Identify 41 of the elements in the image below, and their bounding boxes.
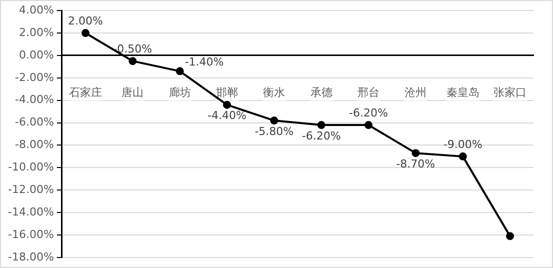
y-tick-label: 0.00%: [18, 48, 54, 62]
data-label: -6.20%: [302, 129, 341, 142]
point: [458, 152, 467, 160]
y-tick-label: -18.00%: [8, 250, 54, 264]
data-label: -4.40%: [208, 109, 246, 122]
y-tick-label: -4.00%: [14, 93, 54, 106]
data-label: -5.80%: [254, 124, 294, 138]
data-label: -6.20%: [349, 106, 388, 120]
x-tick-label: 衡水: [263, 86, 286, 99]
data-label: -8.70%: [396, 157, 436, 170]
x-tick-label: 秦皇岛: [446, 86, 480, 99]
y-tick-label: -14.00%: [8, 205, 54, 218]
y-tick-label: 4.00%: [18, 3, 54, 16]
point: [364, 121, 372, 130]
point: [128, 57, 137, 66]
point: [270, 116, 278, 125]
point: [81, 29, 90, 38]
x-tick-label: 邯郸: [216, 86, 238, 99]
y-tick-label: -2.00%: [14, 70, 54, 84]
y-tick-label: -10.00%: [8, 160, 54, 174]
x-tick-label: 唐山: [122, 86, 144, 99]
data-label: -9.00%: [443, 138, 482, 151]
x-tick-label: 张家口: [494, 86, 526, 99]
point: [222, 100, 231, 109]
y-tick-label: -12.00%: [8, 182, 54, 196]
data-label: -0.50%: [113, 42, 152, 56]
point: [412, 149, 420, 158]
point: [176, 67, 184, 76]
data-label: -1.40%: [184, 56, 224, 69]
x-tick-label: 承德: [310, 86, 332, 99]
point: [506, 232, 514, 240]
x-tick-label: 石家庄: [68, 86, 102, 99]
point: [317, 121, 326, 130]
y-tick-label: -6.00%: [14, 116, 54, 129]
y-tick-label: 2.00%: [18, 26, 54, 39]
data-label: 2.00%: [68, 14, 103, 28]
x-tick-label: 沧州: [404, 86, 427, 99]
y-tick-label: -8.00%: [14, 138, 54, 152]
x-tick-label: 廊坊: [168, 86, 191, 99]
x-tick-label: 邢台: [358, 86, 380, 99]
y-tick-label: -16.00%: [8, 228, 54, 241]
